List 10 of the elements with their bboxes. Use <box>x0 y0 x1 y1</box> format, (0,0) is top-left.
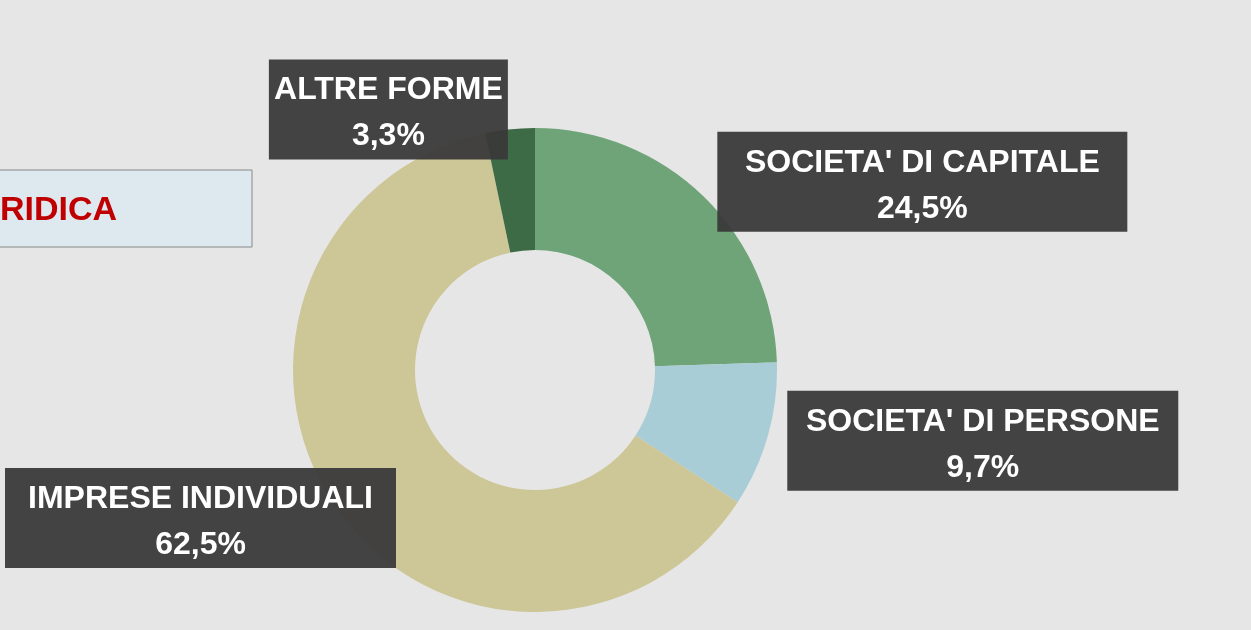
donut-slice <box>635 362 777 503</box>
slice-label: SOCIETA' DI PERSONE <box>805 401 1160 438</box>
data-label: 62,5% <box>155 524 246 561</box>
slice-label: SOCIETA' DI CAPITALE <box>744 142 1100 179</box>
data-label: 3,3% <box>351 116 425 153</box>
slice-label: IMPRESE INDIVIDUALI <box>28 478 373 515</box>
slice-label: ALTRE FORME <box>274 70 503 107</box>
text: RIDICA <box>0 189 118 227</box>
data-label: 24,5% <box>876 188 968 225</box>
data-label: 9,7% <box>946 447 1020 484</box>
